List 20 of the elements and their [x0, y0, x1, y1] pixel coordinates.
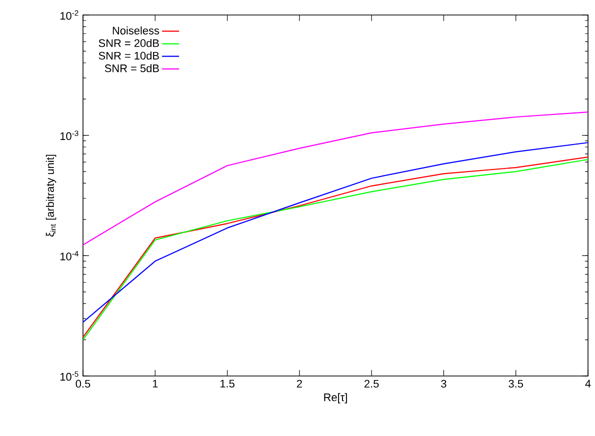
- legend-label: SNR = 5dB: [104, 64, 159, 72]
- x-tick-label: 1: [152, 380, 158, 388]
- legend-label: Noiseless: [112, 26, 160, 34]
- y-tick-label: 10$^{-3}$: [60, 130, 78, 140]
- x-tick-label: 4: [585, 380, 591, 388]
- x-tick-label: 2: [296, 380, 302, 388]
- x-tick-label: 2.5: [364, 380, 379, 388]
- legend-label: SNR = 20dB: [98, 38, 159, 48]
- y-axis-title: ξ$_{int}$ [arbitraty unit]: [46, 154, 56, 237]
- legend-label: SNR = 10dB: [98, 52, 159, 60]
- x-tick-label: 3.5: [508, 380, 524, 388]
- x-tick-label: 0.5: [76, 380, 90, 388]
- y-tick-label: 10$^{-5}$: [60, 371, 78, 381]
- y-tick-label: 10$^{-2}$: [60, 10, 78, 20]
- x-tick-label: 1.5: [220, 380, 234, 388]
- line-series: [83, 112, 588, 246]
- y-tick-label: 10$^{-4}$: [60, 250, 78, 260]
- line-series: [83, 142, 588, 323]
- x-tick-label: 3: [441, 380, 446, 388]
- x-axis-title: Re[τ]: [324, 393, 347, 404]
